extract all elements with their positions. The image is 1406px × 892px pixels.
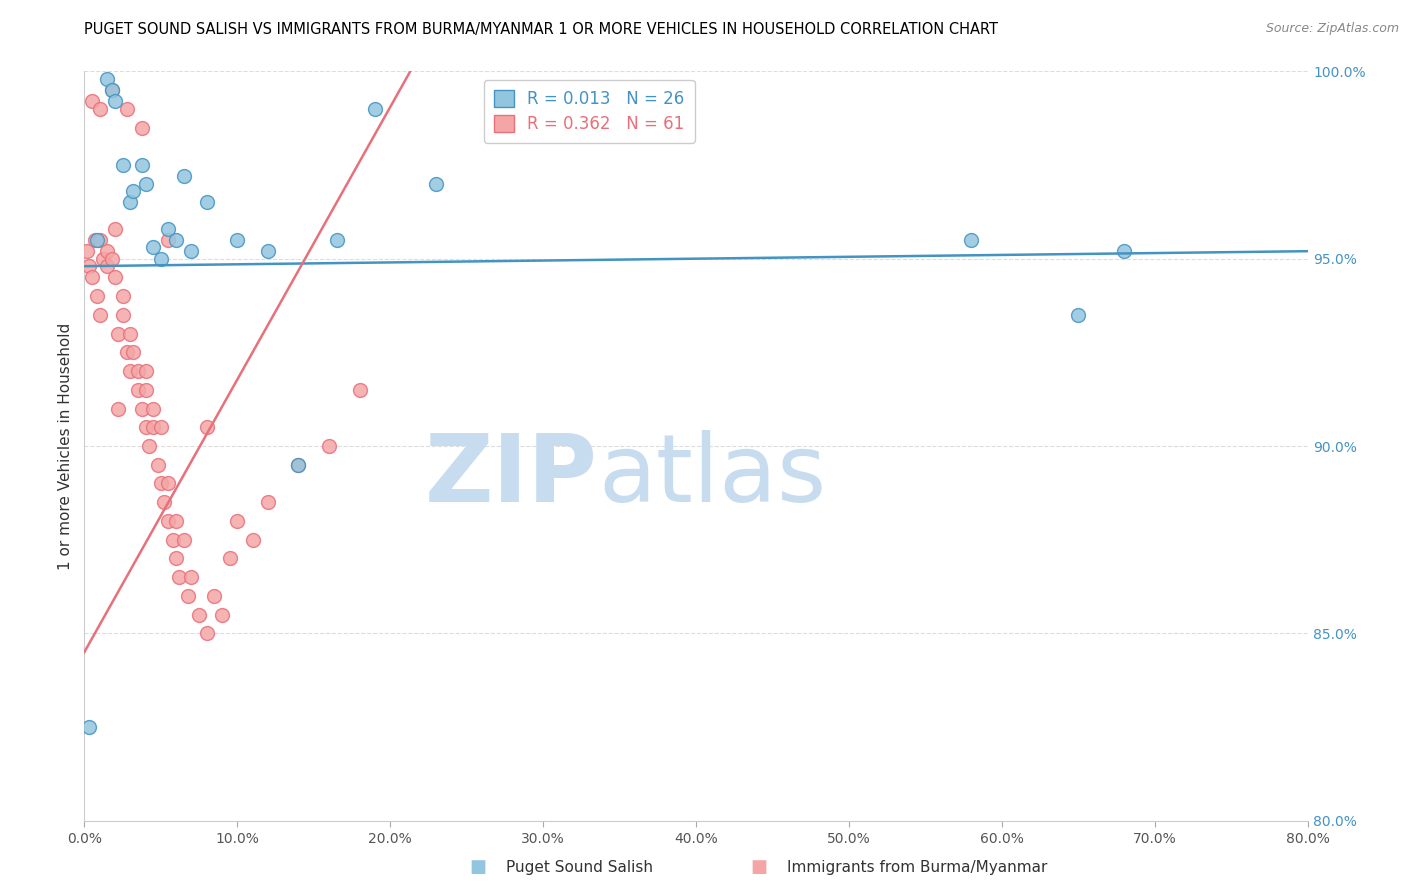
Point bbox=[195, 626, 218, 640]
Point bbox=[131, 158, 153, 172]
Point bbox=[131, 401, 153, 416]
Point bbox=[195, 195, 218, 210]
Point bbox=[127, 383, 149, 397]
Point bbox=[107, 401, 129, 416]
Point bbox=[89, 102, 111, 116]
Point bbox=[1114, 244, 1136, 259]
Point bbox=[89, 233, 111, 247]
Point bbox=[104, 221, 127, 235]
Point bbox=[77, 720, 100, 734]
Point bbox=[127, 364, 149, 378]
Point bbox=[162, 533, 184, 547]
Point bbox=[142, 401, 165, 416]
Point bbox=[84, 233, 107, 247]
Point bbox=[177, 589, 200, 603]
Point bbox=[218, 551, 240, 566]
Point bbox=[202, 589, 225, 603]
Point bbox=[80, 270, 103, 285]
Point bbox=[115, 102, 138, 116]
Point bbox=[157, 514, 180, 528]
Point bbox=[349, 383, 371, 397]
Point bbox=[104, 95, 127, 109]
Point bbox=[157, 476, 180, 491]
Point bbox=[960, 233, 983, 247]
Point bbox=[142, 240, 165, 254]
Text: ■: ■ bbox=[751, 858, 768, 876]
Point bbox=[120, 326, 142, 341]
Point bbox=[111, 289, 134, 303]
Point bbox=[165, 514, 187, 528]
Point bbox=[257, 244, 280, 259]
Point bbox=[226, 233, 249, 247]
Point bbox=[226, 514, 249, 528]
Point bbox=[86, 233, 108, 247]
Point bbox=[1067, 308, 1090, 322]
Point bbox=[149, 476, 172, 491]
Point bbox=[146, 458, 169, 472]
Point bbox=[135, 364, 157, 378]
Point bbox=[153, 495, 176, 509]
Point bbox=[76, 244, 98, 259]
Point bbox=[120, 195, 142, 210]
Point bbox=[86, 289, 108, 303]
Point bbox=[135, 383, 157, 397]
Point bbox=[77, 259, 100, 273]
Point bbox=[101, 83, 124, 97]
Point bbox=[122, 345, 145, 359]
Text: ZIP: ZIP bbox=[425, 430, 598, 522]
Point bbox=[91, 252, 114, 266]
Text: atlas: atlas bbox=[598, 430, 827, 522]
Point bbox=[122, 184, 145, 198]
Point bbox=[257, 495, 280, 509]
Point bbox=[157, 233, 180, 247]
Text: Source: ZipAtlas.com: Source: ZipAtlas.com bbox=[1265, 22, 1399, 36]
Point bbox=[195, 420, 218, 434]
Point bbox=[425, 177, 447, 191]
Point bbox=[138, 439, 160, 453]
Point bbox=[180, 244, 202, 259]
Point bbox=[287, 458, 309, 472]
Point bbox=[167, 570, 190, 584]
Point bbox=[111, 158, 134, 172]
Legend: R = 0.013   N = 26, R = 0.362   N = 61: R = 0.013 N = 26, R = 0.362 N = 61 bbox=[484, 79, 695, 143]
Point bbox=[287, 458, 309, 472]
Point bbox=[173, 169, 195, 184]
Point bbox=[101, 83, 124, 97]
Point bbox=[104, 270, 127, 285]
Text: Immigrants from Burma/Myanmar: Immigrants from Burma/Myanmar bbox=[787, 861, 1047, 875]
Text: ■: ■ bbox=[470, 858, 486, 876]
Point bbox=[173, 533, 195, 547]
Point bbox=[242, 533, 264, 547]
Text: Puget Sound Salish: Puget Sound Salish bbox=[506, 861, 654, 875]
Point bbox=[96, 259, 118, 273]
Point bbox=[325, 233, 347, 247]
Point bbox=[165, 551, 187, 566]
Point bbox=[111, 308, 134, 322]
Point bbox=[101, 252, 124, 266]
Point bbox=[131, 120, 153, 135]
Text: PUGET SOUND SALISH VS IMMIGRANTS FROM BURMA/MYANMAR 1 OR MORE VEHICLES IN HOUSEH: PUGET SOUND SALISH VS IMMIGRANTS FROM BU… bbox=[84, 22, 998, 37]
Point bbox=[135, 177, 157, 191]
Point bbox=[115, 345, 138, 359]
Point bbox=[135, 420, 157, 434]
Point bbox=[107, 326, 129, 341]
Point bbox=[157, 221, 180, 235]
Point bbox=[89, 308, 111, 322]
Y-axis label: 1 or more Vehicles in Household: 1 or more Vehicles in Household bbox=[58, 322, 73, 570]
Point bbox=[318, 439, 340, 453]
Point bbox=[96, 244, 118, 259]
Point bbox=[165, 233, 187, 247]
Point bbox=[188, 607, 211, 622]
Point bbox=[120, 364, 142, 378]
Point bbox=[142, 420, 165, 434]
Point bbox=[211, 607, 233, 622]
Point bbox=[364, 102, 387, 116]
Point bbox=[96, 71, 118, 86]
Point bbox=[149, 252, 172, 266]
Point bbox=[180, 570, 202, 584]
Point bbox=[149, 420, 172, 434]
Point bbox=[80, 95, 103, 109]
